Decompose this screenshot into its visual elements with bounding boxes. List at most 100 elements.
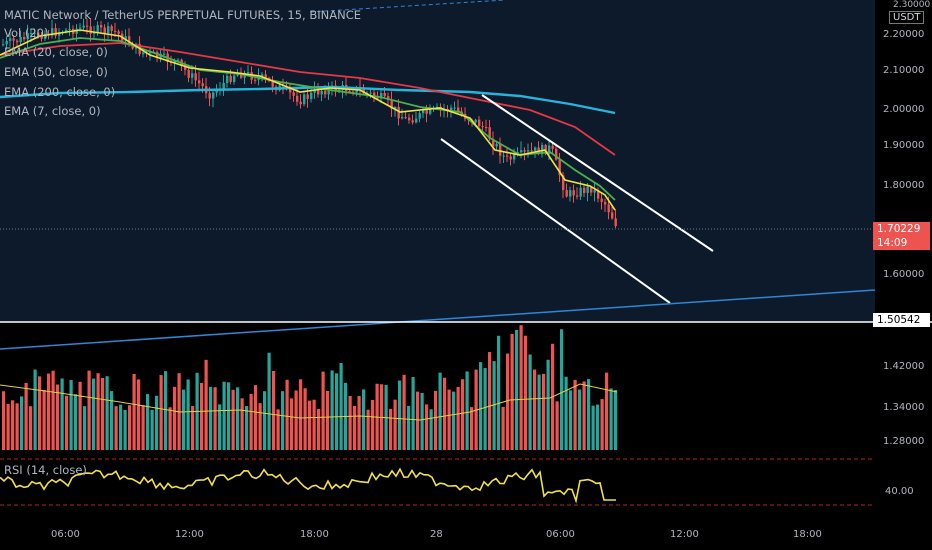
price-axis[interactable] bbox=[875, 0, 932, 550]
time-tick: 28 bbox=[430, 529, 443, 540]
candle-body bbox=[394, 106, 397, 109]
volume-bar bbox=[326, 390, 330, 450]
candle-body bbox=[418, 113, 421, 119]
candle-body bbox=[51, 28, 54, 36]
rsi-pane[interactable] bbox=[0, 452, 875, 520]
candle-body bbox=[415, 118, 418, 123]
price-pane[interactable] bbox=[0, 0, 875, 322]
volume-bar bbox=[101, 378, 105, 450]
candle-body bbox=[411, 120, 414, 123]
volume-bar bbox=[191, 406, 195, 450]
volume-bar bbox=[443, 377, 447, 450]
volume-bar bbox=[276, 409, 280, 450]
candle-body bbox=[222, 82, 225, 90]
candle-body bbox=[68, 28, 71, 30]
volume-bar bbox=[456, 387, 460, 450]
volume-bar bbox=[146, 394, 150, 450]
volume-bar bbox=[56, 384, 60, 450]
candle-body bbox=[607, 204, 610, 213]
ema50-line bbox=[0, 42, 616, 156]
volume-bar bbox=[312, 399, 316, 450]
candle-body bbox=[16, 40, 19, 43]
volume-bar bbox=[357, 395, 361, 450]
candle-body bbox=[215, 90, 218, 93]
volume-bar bbox=[330, 370, 334, 450]
indicator-label-ema200: EMA (200, close, 0) bbox=[4, 85, 116, 99]
candle-body bbox=[478, 119, 481, 127]
volume-bar bbox=[371, 400, 375, 450]
candle-body bbox=[586, 186, 589, 193]
volume-bar bbox=[591, 405, 595, 450]
volume-bar bbox=[78, 381, 82, 450]
ema200-line bbox=[0, 85, 616, 115]
volume-bar bbox=[582, 381, 586, 450]
candle-body bbox=[481, 126, 484, 128]
candle-body bbox=[502, 155, 505, 157]
candle-body bbox=[404, 117, 407, 119]
volume-bar bbox=[461, 379, 465, 450]
price-tick: 1.90000 bbox=[883, 140, 925, 151]
channel-upper-line bbox=[481, 94, 714, 252]
volume-bar bbox=[137, 379, 141, 450]
channel-lower-line bbox=[440, 138, 671, 304]
candle-body bbox=[187, 69, 190, 78]
volume-bar bbox=[470, 407, 474, 450]
price-tick: 2.10000 bbox=[883, 65, 925, 76]
volume-bar bbox=[182, 389, 186, 450]
currency-label[interactable]: USDT bbox=[889, 11, 925, 24]
candle-body bbox=[233, 75, 236, 82]
volume-bar bbox=[402, 374, 406, 450]
volume-tick: 1.42000 bbox=[883, 361, 925, 372]
volume-bar bbox=[110, 391, 114, 450]
candle-body bbox=[264, 74, 267, 78]
volume-bar bbox=[398, 380, 402, 450]
candle-body bbox=[226, 75, 229, 83]
candle-body bbox=[397, 106, 400, 119]
candle-body bbox=[558, 159, 561, 176]
candle-body bbox=[530, 150, 533, 152]
candle-body bbox=[261, 74, 264, 77]
candle-body bbox=[44, 33, 47, 39]
candle-body bbox=[348, 90, 351, 92]
candle-body bbox=[124, 36, 127, 41]
price-tick: 1.60000 bbox=[883, 269, 925, 280]
volume-bar bbox=[24, 382, 28, 450]
candle-body bbox=[327, 87, 330, 95]
candle-body bbox=[401, 117, 404, 119]
candle-body bbox=[86, 25, 89, 27]
candle-body bbox=[324, 90, 327, 95]
candle-body bbox=[299, 101, 302, 105]
volume-bar bbox=[83, 406, 87, 450]
volume-bar bbox=[348, 396, 352, 450]
time-tick: 18:00 bbox=[300, 529, 329, 540]
volume-bar bbox=[510, 333, 514, 450]
volume-pane[interactable] bbox=[0, 322, 875, 452]
volume-bar bbox=[605, 372, 609, 450]
volume-bar bbox=[96, 373, 100, 450]
candle-body bbox=[54, 28, 57, 36]
candle-body bbox=[523, 150, 526, 152]
rsi-line bbox=[0, 467, 616, 504]
candle-body bbox=[89, 26, 92, 34]
candle-body bbox=[534, 147, 537, 151]
candle-body bbox=[296, 95, 299, 102]
volume-bar bbox=[465, 371, 469, 450]
volume-bar bbox=[537, 374, 541, 450]
volume-bar bbox=[114, 406, 118, 450]
volume-bar bbox=[569, 390, 573, 450]
volume-bar bbox=[47, 373, 51, 450]
candle-body bbox=[579, 187, 582, 197]
candle-body bbox=[583, 187, 586, 193]
volume-bar bbox=[173, 386, 177, 450]
volume-bar bbox=[33, 369, 37, 450]
volume-bar bbox=[389, 408, 393, 450]
time-tick: 12:00 bbox=[175, 529, 204, 540]
volume-bar bbox=[204, 359, 208, 450]
volume-bar bbox=[69, 379, 73, 450]
volume-bar bbox=[51, 370, 55, 450]
candle-body bbox=[520, 150, 523, 153]
ema7-line bbox=[0, 29, 616, 211]
candle-body bbox=[474, 119, 477, 123]
time-axis[interactable] bbox=[0, 520, 875, 550]
